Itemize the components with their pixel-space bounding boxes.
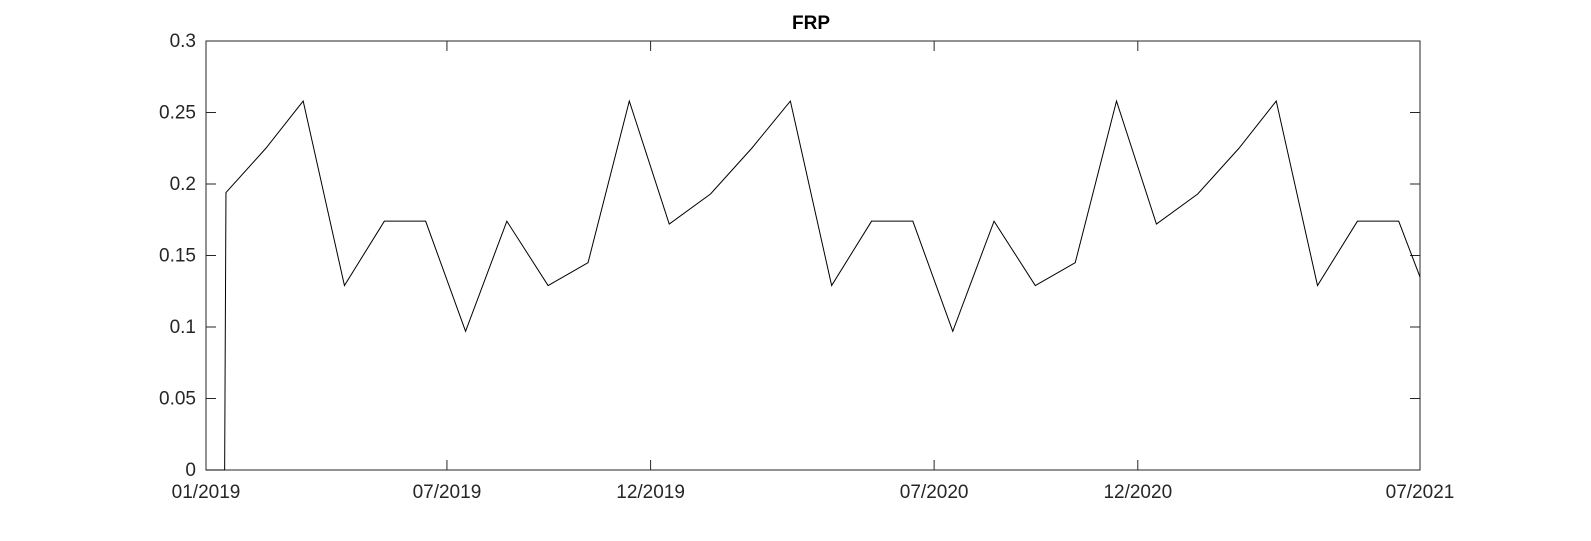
- y-tick-label: 0.3: [170, 31, 196, 52]
- y-tick-label: 0.05: [159, 389, 196, 410]
- y-tick-label: 0.25: [159, 103, 196, 124]
- x-tick-label: 12/2019: [616, 482, 685, 503]
- axes-box: [205, 40, 1421, 471]
- y-tick-label: 0.2: [170, 174, 196, 195]
- x-tick-label: 07/2020: [900, 482, 969, 503]
- x-tick-label: 07/2021: [1386, 482, 1455, 503]
- y-tick-label: 0.1: [170, 317, 196, 338]
- series-line-1: [206, 99, 1421, 471]
- y-tick-label: 0: [185, 460, 196, 481]
- plot-area: 0 0.05 0.1 0.15 0.2 0.25 0.3 01/2019 07/2019 12/2…: [159, 31, 1454, 503]
- chart-title: FRP: [792, 13, 830, 34]
- x-tick-label: 01/2019: [172, 482, 241, 503]
- y-tick-label: 0.15: [159, 246, 196, 267]
- x-tick-label: 12/2020: [1103, 482, 1172, 503]
- x-tick-label: 07/2019: [413, 482, 482, 503]
